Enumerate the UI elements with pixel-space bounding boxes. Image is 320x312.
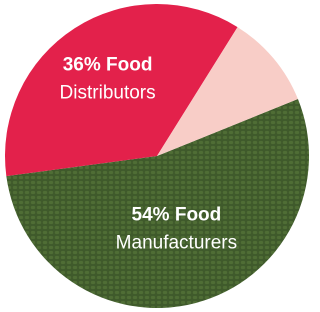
slice-category-label: Manufacturers: [116, 232, 237, 253]
slice-category-label: Distributors: [60, 82, 156, 103]
slice-value-label: 54% Food: [132, 204, 222, 225]
slice-value-label: 36% Food: [63, 54, 153, 75]
page: 54% Food Manufacturers 36% Food Distributor…: [0, 0, 320, 312]
chart: 54% Food Manufacturers 36% Food Distributor…: [0, 0, 309, 312]
